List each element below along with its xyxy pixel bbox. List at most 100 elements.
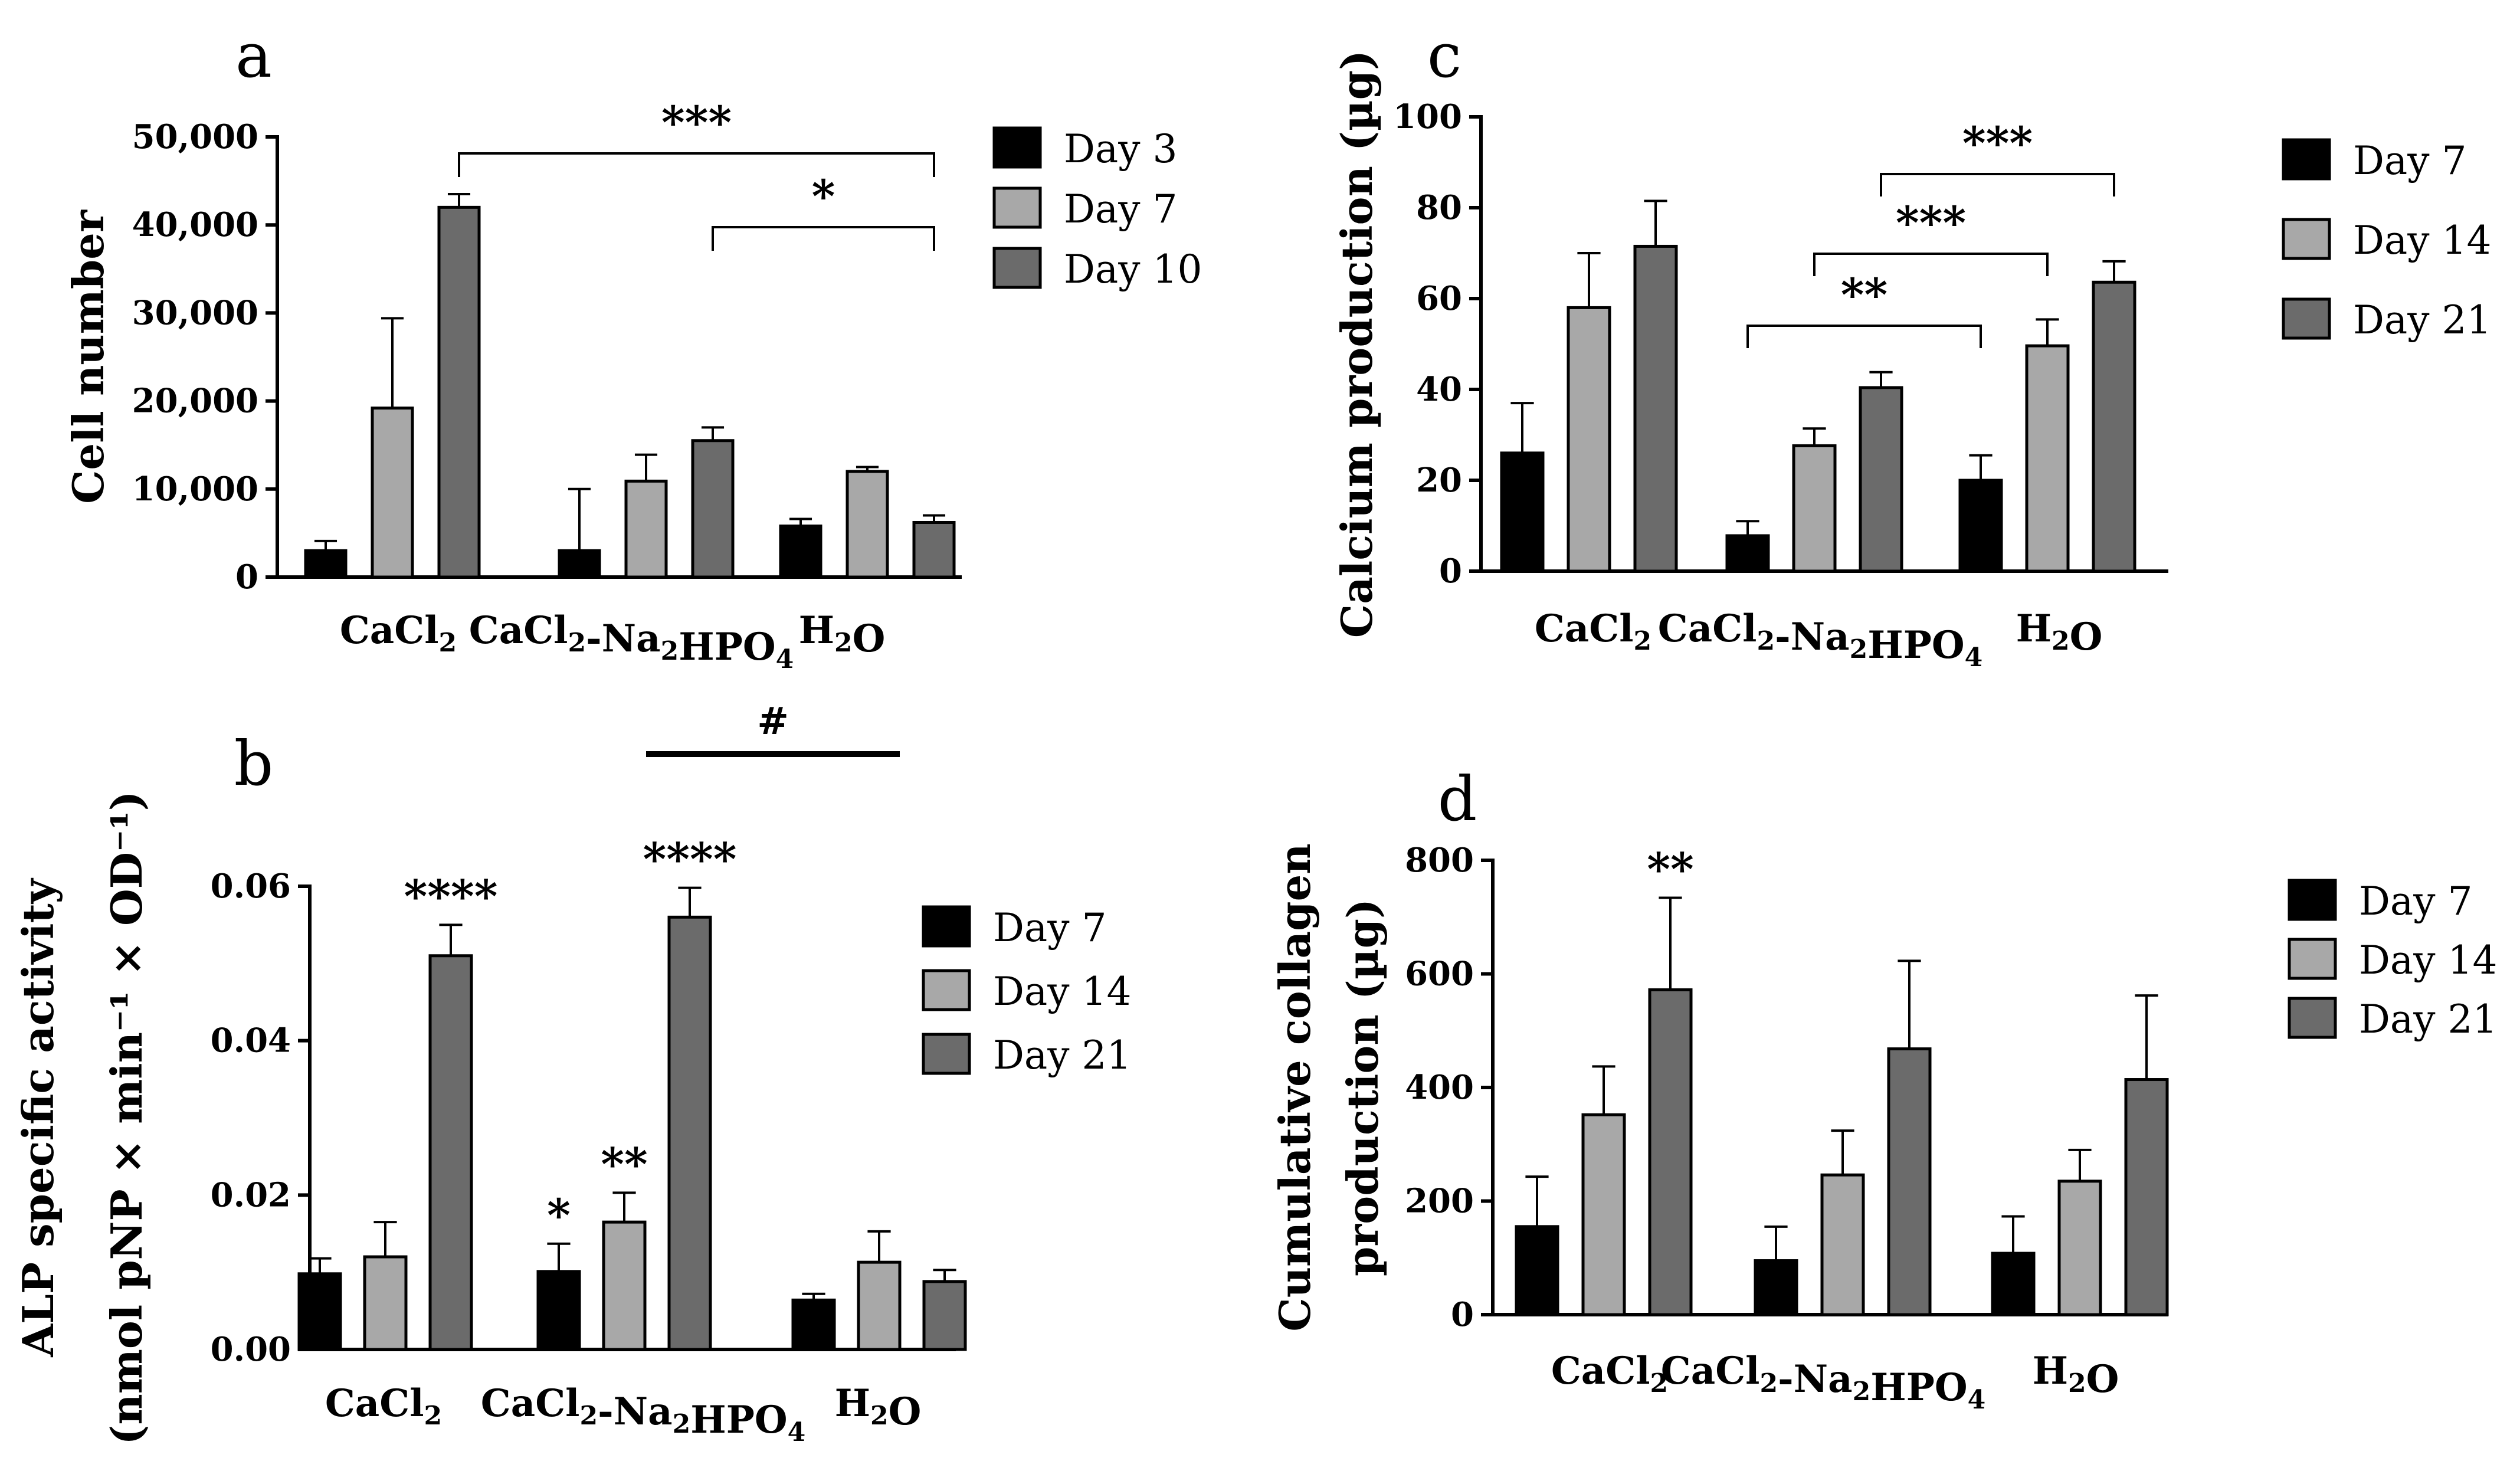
- panel-b-letter: b: [234, 728, 274, 800]
- bar-day-21: [1648, 988, 1693, 1316]
- panel-d-letter: d: [1438, 763, 1477, 835]
- x-category-label: CaCl2-Na2HPO4: [481, 1381, 805, 1447]
- bar-day-10: [691, 439, 735, 579]
- bar-day-7: [1754, 1259, 1798, 1316]
- bar-day-7: [1958, 479, 2003, 573]
- y-axis-title: Cumulative collagen: [1270, 843, 1320, 1331]
- y-axis-title: Cell number: [63, 209, 113, 504]
- legend-swatch: [992, 247, 1042, 289]
- bar-significance-label: ****: [643, 833, 737, 886]
- legend-label: Day 7: [993, 905, 1107, 951]
- x-category-label: CaCl2-Na2HPO4: [1661, 1349, 1985, 1415]
- bar-day-14: [1820, 1173, 1865, 1316]
- bar-significance-label: **: [601, 1138, 648, 1190]
- x-category-label: H2O: [2016, 607, 2103, 659]
- y-axis-title-units: (nmol pNP × min⁻¹ × OD⁻¹): [101, 791, 152, 1444]
- bar-day-14: [1567, 306, 1611, 573]
- significance-bracket: [1813, 253, 2049, 276]
- bar-day-3: [558, 549, 601, 579]
- legend-label: Day 14: [2353, 218, 2492, 263]
- y-tick-label: 40: [1416, 370, 1462, 409]
- legend-label: Day 21: [2353, 297, 2492, 343]
- x-category-label: H2O: [835, 1381, 922, 1434]
- y-tick-label: 100: [1393, 97, 1462, 136]
- legend-swatch: [2288, 879, 2337, 921]
- y-tick-label: 0.06: [211, 867, 291, 906]
- legend-label: Day 14: [2359, 938, 2498, 983]
- bar-day-21: [922, 1280, 967, 1351]
- bar-day-14: [363, 1255, 408, 1351]
- bar-day-21: [1859, 386, 1903, 573]
- y-tick-label: 0: [1451, 1295, 1474, 1334]
- y-tick-label: 0: [235, 558, 258, 597]
- y-axis-title: Calcium production (µg): [1332, 50, 1382, 638]
- bar-day-10: [912, 520, 956, 579]
- y-tick-label: 40,000: [132, 205, 258, 244]
- significance-bracket: [712, 226, 935, 251]
- bar-significance-label: *: [547, 1189, 571, 1241]
- y-tick-label: 20,000: [132, 382, 258, 421]
- legend-swatch: [922, 969, 971, 1011]
- bar-significance-label: ****: [404, 870, 498, 922]
- legend-label: Day 14: [993, 969, 1132, 1014]
- group-significance-label: #: [757, 699, 789, 743]
- significance-label: ***: [1896, 196, 1966, 249]
- panel-c: c Calcium production (µg) 0 20 40 60 80 100 CaCl…: [1332, 19, 2492, 673]
- bar-day-21: [2092, 280, 2136, 573]
- legend-label: Day 10: [1064, 247, 1202, 292]
- bar-day-7: [371, 407, 414, 579]
- bar-day-21: [2124, 1078, 2169, 1316]
- significance-bracket: [458, 152, 935, 177]
- bar-day-7: [846, 470, 889, 579]
- bar-day-3: [304, 549, 348, 579]
- x-category-label: CaCl2: [1551, 1349, 1668, 1398]
- legend-swatch: [992, 126, 1042, 169]
- y-tick-label: 0.02: [211, 1175, 291, 1214]
- x-category-label: CaCl2-Na2HPO4: [469, 608, 794, 674]
- y-tick-label: 800: [1405, 841, 1474, 880]
- bar-day-7: [1500, 451, 1545, 573]
- bar-day-7: [1515, 1225, 1559, 1316]
- x-category-label: H2O: [2033, 1349, 2119, 1401]
- y-tick-label: 0: [1439, 552, 1462, 591]
- significance-label: **: [1841, 268, 1888, 321]
- x-category-label: CaCl2-Na2HPO4: [1658, 607, 1982, 673]
- legend-swatch: [2282, 138, 2331, 181]
- y-tick-label: 30,000: [132, 293, 258, 332]
- legend-label: Day 7: [1064, 186, 1178, 232]
- y-tick-label: 80: [1416, 188, 1462, 227]
- y-tick-label: 400: [1405, 1068, 1474, 1107]
- x-category-label: CaCl2: [1535, 607, 1651, 656]
- y-tick-label: 600: [1405, 955, 1474, 994]
- legend-label: Day 7: [2353, 138, 2467, 184]
- panel-d: d Cumulative collagen production (µg) 0 200 4…: [1270, 763, 2498, 1415]
- bar-day-3: [779, 524, 822, 579]
- significance-bracket: [1880, 173, 2115, 196]
- legend-label: Day 21: [2359, 997, 2498, 1042]
- x-category-label: H2O: [799, 608, 886, 661]
- bar-day-10: [437, 205, 481, 579]
- y-tick-label: 10,000: [132, 470, 258, 509]
- legend-label: Day 7: [2359, 879, 2473, 924]
- significance-label: *: [812, 170, 835, 222]
- y-tick-label: 0.04: [211, 1021, 291, 1060]
- y-tick-label: 200: [1405, 1182, 1474, 1221]
- bar-day-21: [1887, 1047, 1932, 1316]
- legend-swatch: [922, 1033, 971, 1075]
- bar-day-21: [667, 915, 712, 1351]
- bar-day-7: [1725, 534, 1770, 573]
- bar-day-14: [2025, 344, 2070, 573]
- bar-day-14: [2057, 1180, 2102, 1316]
- bar-day-14: [602, 1220, 647, 1351]
- bar-day-14: [857, 1260, 902, 1351]
- significance-bracket: [1746, 325, 1982, 348]
- bar-day-21: [1633, 244, 1678, 573]
- x-category-label: CaCl2: [340, 608, 457, 658]
- legend-swatch: [2282, 218, 2331, 260]
- bar-day-7: [536, 1270, 581, 1351]
- bar-day-14: [1581, 1113, 1626, 1316]
- bar-day-7: [624, 479, 668, 579]
- significance-label: ***: [661, 96, 732, 149]
- y-axis-title-units: production (µg): [1338, 899, 1388, 1276]
